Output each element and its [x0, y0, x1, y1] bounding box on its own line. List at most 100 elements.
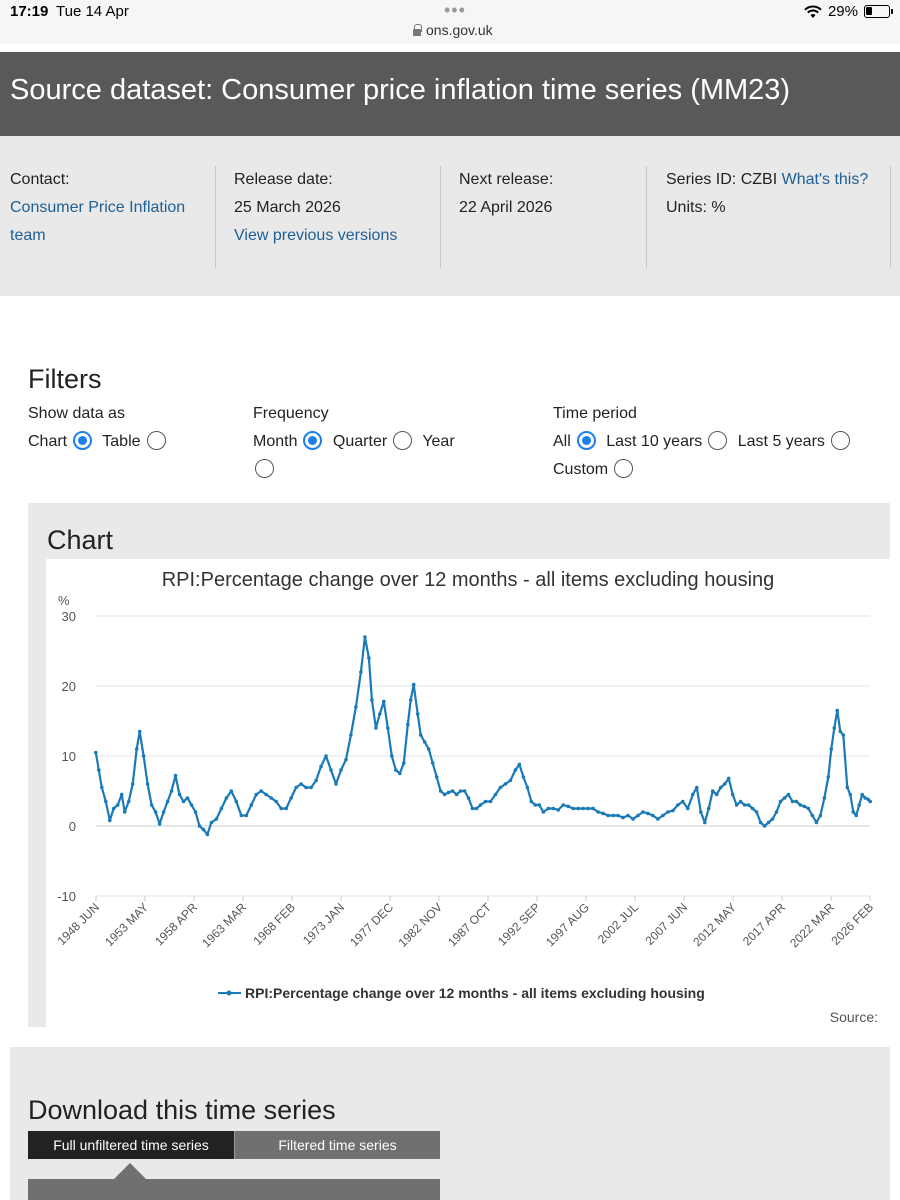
data-point[interactable] — [656, 817, 660, 821]
option-chart[interactable]: Chart — [28, 431, 98, 450]
data-point[interactable] — [224, 796, 229, 800]
data-point[interactable] — [363, 635, 367, 639]
data-point[interactable] — [601, 811, 605, 816]
data-point[interactable] — [244, 813, 249, 818]
data-point[interactable] — [541, 810, 546, 814]
data-point[interactable] — [378, 712, 382, 716]
data-point[interactable] — [770, 817, 775, 821]
data-point[interactable] — [104, 799, 108, 804]
data-point[interactable] — [802, 804, 807, 809]
data-point[interactable] — [754, 810, 759, 814]
data-point[interactable] — [525, 785, 530, 790]
data-point[interactable] — [97, 768, 101, 772]
data-point[interactable] — [851, 810, 856, 814]
data-point[interactable] — [115, 803, 120, 807]
data-point[interactable] — [854, 813, 858, 818]
data-point[interactable] — [661, 813, 665, 818]
data-point[interactable] — [722, 782, 727, 786]
tab-full-unfiltered[interactable]: Full unfiltered time series — [28, 1131, 234, 1159]
data-point[interactable] — [616, 813, 620, 818]
data-point[interactable] — [556, 808, 560, 812]
data-point[interactable] — [838, 729, 843, 734]
data-point[interactable] — [274, 799, 278, 804]
data-point[interactable] — [726, 776, 731, 781]
data-point[interactable] — [488, 799, 493, 804]
option-all[interactable]: All — [553, 431, 602, 450]
data-point[interactable] — [483, 799, 488, 804]
data-point[interactable] — [857, 803, 861, 807]
data-point[interactable] — [426, 747, 431, 751]
data-point[interactable] — [841, 733, 846, 737]
radio-chart[interactable] — [73, 431, 93, 450]
data-point[interactable] — [714, 792, 719, 797]
data-point[interactable] — [390, 754, 394, 758]
data-point[interactable] — [177, 792, 182, 797]
data-point[interactable] — [703, 820, 707, 825]
option-table[interactable]: Table — [102, 431, 171, 450]
data-point[interactable] — [324, 754, 328, 758]
data-point[interactable] — [699, 810, 703, 814]
data-point[interactable] — [359, 670, 363, 674]
data-point[interactable] — [430, 761, 435, 765]
data-point[interactable] — [766, 820, 771, 825]
data-point[interactable] — [546, 806, 551, 811]
data-point[interactable] — [778, 799, 783, 804]
data-point[interactable] — [122, 810, 127, 814]
data-point[interactable] — [718, 785, 723, 790]
data-point[interactable] — [219, 806, 224, 811]
data-point[interactable] — [189, 803, 194, 807]
data-point[interactable] — [671, 808, 675, 813]
data-point[interactable] — [666, 810, 670, 814]
radio-table[interactable] — [146, 431, 166, 450]
data-point[interactable] — [462, 789, 467, 793]
data-point[interactable] — [119, 792, 124, 797]
data-point[interactable] — [611, 813, 615, 818]
data-point[interactable] — [201, 827, 206, 832]
data-point[interactable] — [197, 824, 202, 828]
data-point[interactable] — [157, 822, 162, 826]
data-point[interactable] — [576, 806, 580, 811]
data-point[interactable] — [794, 799, 799, 804]
option-year[interactable]: Year — [253, 433, 455, 478]
data-point[interactable] — [126, 799, 131, 804]
option-quarter[interactable]: Quarter — [333, 431, 418, 450]
data-point[interactable] — [415, 712, 420, 716]
data-point[interactable] — [418, 733, 423, 737]
option-last-5-years[interactable]: Last 5 years — [738, 431, 856, 450]
data-point[interactable] — [863, 796, 867, 800]
data-point[interactable] — [370, 698, 374, 702]
data-point[interactable] — [214, 817, 219, 821]
data-point[interactable] — [829, 747, 834, 751]
data-point[interactable] — [438, 789, 443, 793]
data-point[interactable] — [299, 782, 303, 786]
data-point[interactable] — [818, 813, 823, 818]
data-point[interactable] — [868, 799, 872, 804]
data-point[interactable] — [173, 773, 178, 778]
radio-last-10-years[interactable] — [708, 431, 728, 450]
data-point[interactable] — [382, 699, 386, 704]
option-last-10-years[interactable]: Last 10 years — [606, 431, 733, 450]
data-point[interactable] — [111, 806, 116, 811]
previous-versions-link[interactable]: View previous versions — [234, 227, 398, 244]
data-point[interactable] — [695, 785, 699, 790]
data-point[interactable] — [458, 789, 463, 793]
data-point[interactable] — [533, 803, 538, 807]
data-point[interactable] — [478, 803, 483, 807]
more-dots-icon[interactable]: ••• — [444, 0, 466, 20]
data-point[interactable] — [108, 818, 112, 823]
data-point[interactable] — [734, 803, 739, 807]
data-point[interactable] — [165, 799, 170, 804]
data-point[interactable] — [742, 803, 747, 807]
data-point[interactable] — [185, 796, 190, 800]
data-point[interactable] — [264, 792, 268, 797]
data-point[interactable] — [774, 810, 779, 814]
data-point[interactable] — [686, 806, 690, 811]
data-point[interactable] — [239, 813, 244, 818]
data-point[interactable] — [738, 799, 743, 804]
data-point[interactable] — [646, 811, 650, 816]
data-point[interactable] — [94, 750, 98, 755]
data-point[interactable] — [367, 656, 371, 660]
data-point[interactable] — [284, 806, 288, 811]
radio-month[interactable] — [303, 431, 323, 450]
data-point[interactable] — [591, 806, 595, 811]
